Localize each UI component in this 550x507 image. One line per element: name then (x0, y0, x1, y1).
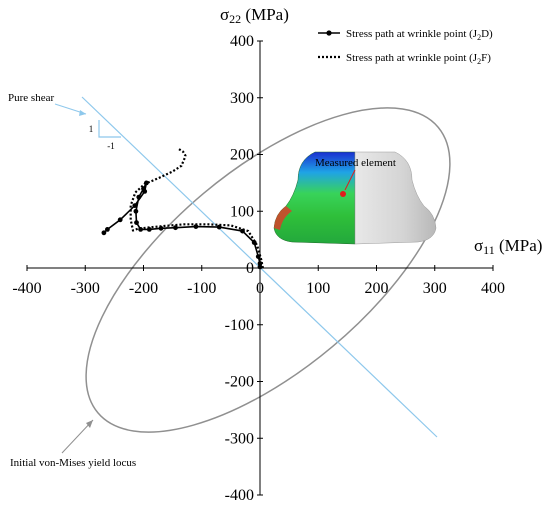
x-tick-label: -400 (12, 280, 41, 297)
measured-element-pointer (344, 169, 356, 191)
series-1-point (136, 194, 142, 200)
x-tick-label: -300 (71, 280, 100, 297)
y-tick-label: 200 (230, 147, 254, 164)
y-tick-label: -300 (225, 430, 254, 447)
series-1-point (117, 217, 123, 223)
x-tick-label: 400 (481, 280, 505, 297)
series-1-point (105, 227, 110, 232)
y-tick-label: 0 (246, 260, 254, 277)
series-1-point (101, 230, 107, 236)
y-tick-label: 400 (230, 33, 254, 50)
slope-triangle (98, 120, 121, 138)
x-tick-label: -200 (129, 280, 158, 297)
yield-locus-arrowhead (86, 420, 93, 428)
pure-shear-label: Pure shear (8, 92, 54, 104)
x-tick-label: 200 (365, 280, 389, 297)
legend-marker (326, 30, 332, 36)
y-tick-label: -200 (225, 374, 254, 391)
x-tick-label: -100 (187, 280, 216, 297)
axes-layer: -400 -300 -200 -100 0 100 200 300 400 -400 -300 -20… (12, 5, 542, 504)
y-tick-label: 300 (230, 90, 254, 107)
yield-locus-label: Initial von-Mises yield locus (10, 457, 136, 469)
series-1-point (142, 189, 148, 194)
mesh-red-band (274, 206, 292, 230)
series-layer (101, 147, 264, 270)
y-tick-label: 100 (230, 203, 254, 220)
series-line-1 (103, 182, 261, 267)
yield-locus-ellipse (85, 107, 451, 433)
y-tick-label: -100 (225, 317, 254, 334)
legend: Stress path at wrinkle point (J2D) Stress… (318, 28, 493, 66)
legend-label-1: Stress path at wrinkle point (J2D) (346, 28, 493, 42)
yield-locus-pointer (61, 419, 94, 454)
y-tick-label: -400 (225, 487, 254, 504)
x-tick-label: 300 (423, 280, 447, 297)
mesh-grey-half (354, 151, 437, 245)
y-axis-title: σ22 (MPa) (220, 5, 289, 26)
slope-rise-label: 1 (89, 124, 94, 134)
series-1-point (257, 264, 263, 270)
series-line-2 (129, 147, 264, 269)
pure-shear-arrowhead (79, 110, 86, 116)
legend-label-2: Stress path at wrinkle point (J2F) (346, 52, 491, 66)
measured-element-image (273, 151, 437, 245)
series-1-point (173, 225, 178, 231)
series-1-point (134, 220, 139, 226)
x-axis-title: σ11 (MPa) (474, 236, 542, 257)
series-1-point (132, 203, 138, 209)
series-1-point (133, 208, 139, 214)
slope-run-label: -1 (107, 141, 115, 151)
measured-element-label: Measured element (315, 157, 396, 169)
annotations-layer: Pure shear 1 -1 Measured element Initial von… (8, 92, 396, 469)
x-tick-label: 0 (256, 280, 264, 297)
measured-point-marker (340, 191, 346, 197)
yield-locus-layer (85, 107, 451, 433)
x-tick-label: 100 (306, 280, 330, 297)
